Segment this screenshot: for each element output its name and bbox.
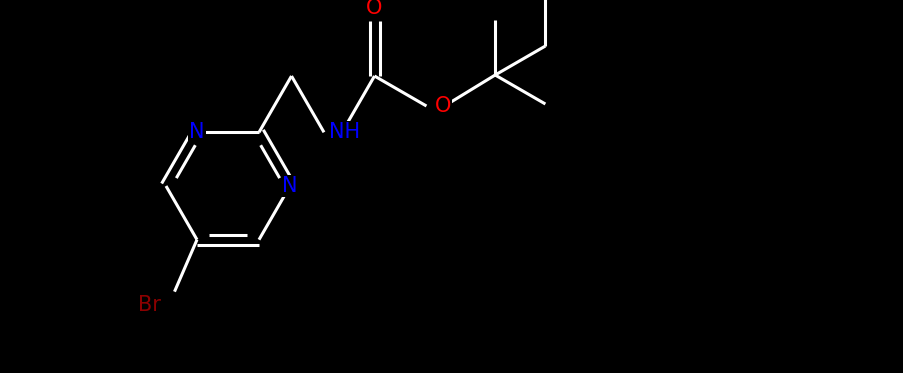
Text: N: N [189,122,204,142]
Text: N: N [282,176,297,196]
Text: O: O [434,96,451,116]
Text: O: O [366,0,382,18]
Text: Br: Br [138,295,161,315]
Text: NH: NH [329,122,359,142]
